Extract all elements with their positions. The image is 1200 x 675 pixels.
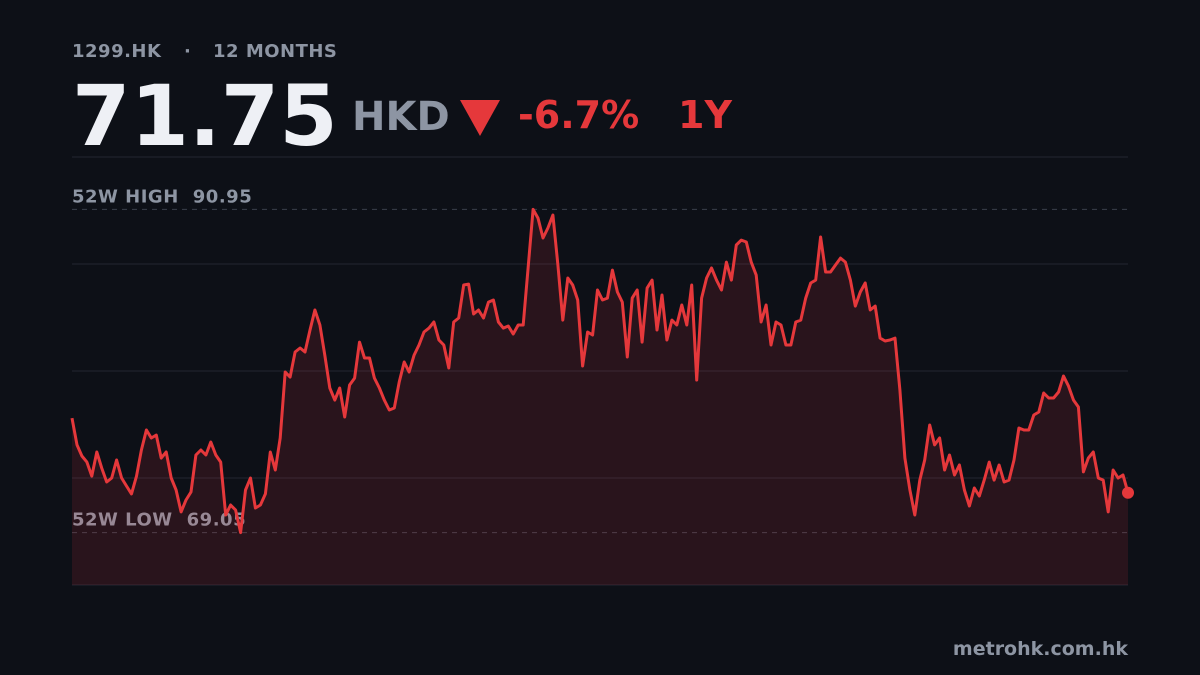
price-line	[70, 207, 1130, 535]
range: 1Y	[678, 93, 732, 137]
down-arrow	[460, 100, 500, 136]
low-label: 52W LOW	[72, 510, 173, 531]
change: -6.7%	[518, 93, 639, 137]
separator: ·	[184, 41, 191, 62]
low-value: 69.05	[187, 510, 246, 531]
price: 71.75	[72, 67, 338, 165]
last-point	[1122, 486, 1134, 499]
currency: HKD	[352, 94, 450, 140]
source: metrohk.com.hk	[953, 638, 1128, 660]
high-value: 90.95	[193, 186, 252, 207]
ticker: 1299.HK	[72, 41, 162, 62]
high-label: 52W HIGH	[72, 186, 179, 207]
area	[72, 209, 1128, 585]
period: 12 MONTHS	[213, 41, 337, 62]
